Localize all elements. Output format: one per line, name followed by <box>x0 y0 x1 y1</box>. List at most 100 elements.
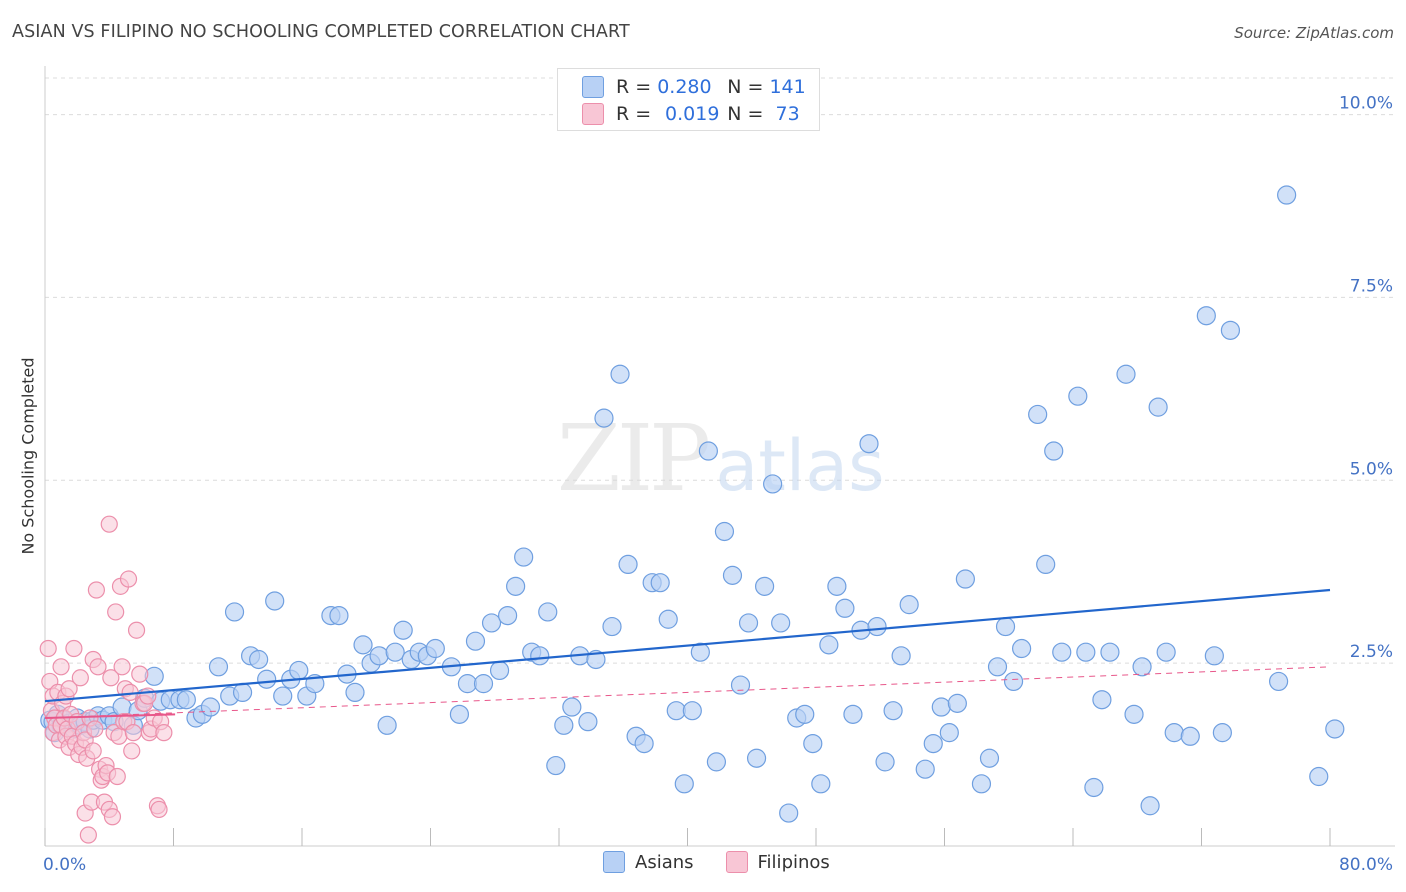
legend-n-value: 73 <box>775 103 800 125</box>
legend-r-label: R = <box>616 103 652 125</box>
point-asians <box>843 704 863 724</box>
watermark: ZIP atlas <box>557 405 885 512</box>
point-asians <box>658 609 678 629</box>
tick-labels: 2.5% 5.0% 7.5% 10.0% 0.0% 80.0% <box>43 94 1393 875</box>
point-asians <box>602 616 622 637</box>
point-asians <box>1068 386 1088 406</box>
source-credit: Source: ZipAtlas.com <box>1234 24 1394 42</box>
point-asians <box>1268 671 1289 692</box>
point-asians <box>779 803 799 823</box>
point-filipinos <box>79 826 97 844</box>
point-filipinos <box>123 742 141 760</box>
x-tick-label: 80.0% <box>1339 855 1393 875</box>
point-asians <box>835 598 855 618</box>
point-asians <box>232 682 253 703</box>
x-tick-label: 0.0% <box>43 855 86 875</box>
point-asians <box>1148 397 1168 417</box>
point-asians <box>722 565 743 585</box>
point-filipinos <box>71 669 89 687</box>
point-filipinos <box>131 665 149 683</box>
svg-text:atlas: atlas <box>715 425 884 507</box>
point-asians <box>771 613 791 633</box>
point-filipinos <box>155 724 173 742</box>
legend-r-value: 0.280 <box>657 76 712 98</box>
point-asians <box>538 602 558 622</box>
point-asians <box>1092 690 1112 710</box>
point-asians <box>827 576 847 596</box>
point-filipinos <box>60 680 78 698</box>
legend-n-label: N = <box>727 76 764 98</box>
point-asians <box>1052 642 1072 662</box>
legend-r-value: 0.019 <box>665 103 720 125</box>
point-asians <box>457 674 478 694</box>
y-tick-label: 2.5% <box>1350 642 1393 662</box>
point-asians <box>1028 404 1048 425</box>
point-asians <box>795 704 815 724</box>
point-asians <box>208 657 229 677</box>
bottom-legend-swatch-filipinos <box>725 851 748 873</box>
point-filipinos <box>107 603 125 621</box>
point-asians <box>489 660 510 681</box>
point-filipinos <box>84 742 102 760</box>
y-tick-label: 7.5% <box>1350 276 1393 296</box>
point-filipinos <box>65 639 83 658</box>
legend-r-label: R = <box>616 76 652 98</box>
point-filipinos <box>39 639 57 658</box>
point-asians <box>803 733 823 754</box>
bottom-legend-swatch-asians <box>603 851 625 873</box>
legend-n-value: 141 <box>769 76 806 98</box>
point-asians <box>465 631 486 651</box>
point-asians <box>634 733 654 754</box>
point-asians <box>899 595 919 615</box>
bottom-legend-filipinos: Filipinos <box>725 851 830 873</box>
point-asians <box>265 591 285 611</box>
point-asians <box>249 649 269 670</box>
point-asians <box>923 733 943 754</box>
point-filipinos <box>110 727 128 745</box>
point-asians <box>1116 364 1136 384</box>
legend-swatch-filipinos <box>582 103 604 125</box>
point-filipinos <box>124 724 142 742</box>
point-asians <box>1140 796 1160 816</box>
point-asians <box>1003 671 1024 692</box>
point-asians <box>224 602 245 622</box>
point-asians <box>995 616 1016 637</box>
point-asians <box>425 638 445 659</box>
point-asians <box>891 646 911 666</box>
point-asians <box>931 697 951 717</box>
point-asians <box>738 613 759 633</box>
point-filipinos <box>102 669 120 687</box>
point-asians <box>987 657 1008 677</box>
point-asians <box>1212 723 1232 743</box>
point-asians <box>176 690 196 710</box>
legend-row-filipinos: R = 0.019 N = 73 <box>582 102 800 126</box>
point-asians <box>730 675 751 695</box>
point-asians <box>1277 185 1297 205</box>
point-asians <box>1044 441 1064 461</box>
point-asians <box>385 642 405 662</box>
series-asians <box>40 185 1345 823</box>
bottom-legend: Asians Filipinos <box>603 851 862 873</box>
point-asians <box>481 613 502 633</box>
point-filipinos <box>86 720 104 738</box>
point-asians <box>257 669 277 689</box>
point-filipinos <box>150 800 168 819</box>
point-asians <box>1204 646 1224 666</box>
gridlines <box>45 77 1395 664</box>
point-asians <box>698 441 718 461</box>
point-asians <box>1325 719 1345 739</box>
point-asians <box>1132 657 1152 677</box>
point-asians <box>514 547 534 567</box>
point-asians <box>650 573 670 593</box>
point-asians <box>819 635 839 655</box>
point-asians <box>674 774 694 794</box>
point-asians <box>867 616 887 637</box>
point-asians <box>393 620 413 640</box>
point-asians <box>1011 638 1032 659</box>
point-asians <box>1220 320 1241 340</box>
point-asians <box>1076 642 1096 662</box>
point-asians <box>546 755 566 776</box>
point-asians <box>273 686 293 706</box>
bottom-legend-label-asians: Asians <box>635 851 694 873</box>
point-asians <box>610 364 630 384</box>
